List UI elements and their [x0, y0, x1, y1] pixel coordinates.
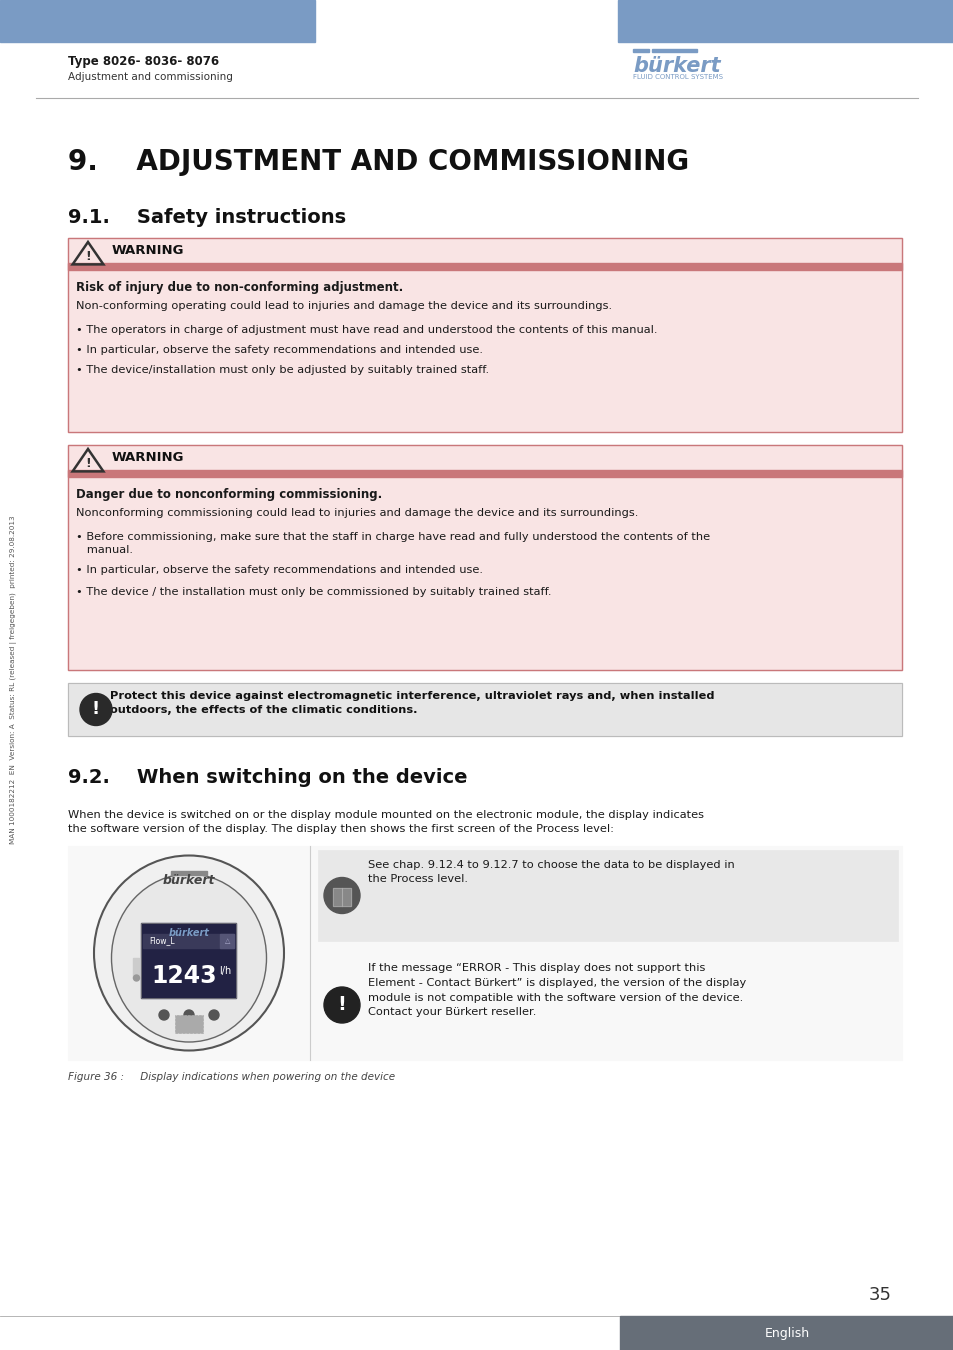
Ellipse shape	[94, 856, 284, 1050]
Text: • Before commissioning, make sure that the staff in charge have read and fully u: • Before commissioning, make sure that t…	[76, 532, 709, 555]
Text: Flow_L: Flow_L	[150, 937, 175, 945]
Text: English: English	[763, 1327, 809, 1339]
Bar	[68, 446, 901, 670]
Bar	[68, 263, 901, 270]
Bar	[171, 871, 207, 875]
Text: !: !	[337, 995, 346, 1014]
Text: △: △	[225, 938, 230, 944]
Text: 9.    ADJUSTMENT AND COMMISSIONING: 9. ADJUSTMENT AND COMMISSIONING	[68, 148, 688, 176]
Text: Figure 36 :     Display indications when powering on the device: Figure 36 : Display indications when pow…	[68, 1072, 395, 1081]
Text: • In particular, observe the safety recommendations and intended use.: • In particular, observe the safety reco…	[76, 566, 482, 575]
Text: bürkert: bürkert	[169, 927, 210, 938]
Bar	[68, 683, 901, 736]
Circle shape	[324, 878, 359, 914]
Bar	[618, 0, 953, 42]
Text: 9.2.    When switching on the device: 9.2. When switching on the device	[68, 768, 467, 787]
Text: bürkert: bürkert	[633, 55, 720, 76]
Text: !: !	[91, 701, 100, 718]
Bar	[333, 887, 351, 906]
Bar	[68, 470, 901, 477]
Text: Danger due to nonconforming commissioning.: Danger due to nonconforming commissionin…	[76, 487, 382, 501]
Text: WARNING: WARNING	[112, 244, 184, 256]
Text: See chap. 9.12.4 to 9.12.7 to choose the data to be displayed in
the Process lev: See chap. 9.12.4 to 9.12.7 to choose the…	[368, 860, 734, 884]
Bar	[133, 958, 139, 977]
Bar	[143, 934, 234, 948]
Bar	[174, 1015, 203, 1033]
Bar	[633, 49, 648, 53]
Ellipse shape	[112, 873, 266, 1042]
Text: bürkert: bürkert	[163, 875, 215, 887]
Circle shape	[159, 1010, 169, 1021]
Bar	[68, 238, 901, 432]
Text: Type 8026- 8036- 8076: Type 8026- 8036- 8076	[68, 55, 219, 68]
Text: Nonconforming commissioning could lead to injuries and damage the device and its: Nonconforming commissioning could lead t…	[76, 508, 638, 518]
Circle shape	[80, 694, 112, 725]
Text: When the device is switched on or the display module mounted on the electronic m: When the device is switched on or the di…	[68, 810, 703, 834]
Text: Risk of injury due to non-conforming adjustment.: Risk of injury due to non-conforming adj…	[76, 281, 403, 294]
Text: Protect this device against electromagnetic interference, ultraviolet rays and, : Protect this device against electromagne…	[110, 691, 714, 716]
Circle shape	[184, 1010, 193, 1021]
Bar	[68, 846, 901, 1060]
Text: l/h: l/h	[219, 967, 231, 976]
Text: Adjustment and commissioning: Adjustment and commissioning	[68, 72, 233, 82]
Bar	[68, 238, 901, 432]
Bar	[333, 887, 351, 906]
Text: • The device/installation must only be adjusted by suitably trained staff.: • The device/installation must only be a…	[76, 364, 489, 375]
Bar	[0, 0, 314, 42]
Bar	[317, 953, 897, 1056]
Text: MAN 1000182212  EN  Version: A  Status: RL (released | freigegeben)  printed: 29: MAN 1000182212 EN Version: A Status: RL …	[10, 516, 17, 844]
Bar	[220, 934, 234, 948]
Text: 9.1.    Safety instructions: 9.1. Safety instructions	[68, 208, 346, 227]
Text: FLUID CONTROL SYSTEMS: FLUID CONTROL SYSTEMS	[633, 74, 722, 80]
Text: • The device / the installation must only be commissioned by suitably trained st: • The device / the installation must onl…	[76, 587, 551, 597]
Text: 1243: 1243	[151, 964, 216, 988]
Bar	[141, 923, 236, 998]
Text: WARNING: WARNING	[112, 451, 184, 464]
Bar	[68, 683, 901, 736]
Text: !: !	[85, 458, 91, 470]
Text: • In particular, observe the safety recommendations and intended use.: • In particular, observe the safety reco…	[76, 346, 482, 355]
Bar	[141, 923, 236, 998]
Bar	[317, 850, 897, 941]
Bar	[68, 446, 901, 670]
Text: • The operators in charge of adjustment must have read and understood the conten: • The operators in charge of adjustment …	[76, 325, 657, 335]
Text: !: !	[85, 250, 91, 263]
Text: If the message “ERROR - This display does not support this
Element - Contact Bür: If the message “ERROR - This display doe…	[368, 963, 745, 1018]
Circle shape	[324, 987, 359, 1023]
Circle shape	[133, 975, 139, 981]
Bar	[651, 49, 697, 53]
Bar	[619, 1316, 953, 1350]
Text: Non-conforming operating could lead to injuries and damage the device and its su: Non-conforming operating could lead to i…	[76, 301, 612, 310]
Text: 35: 35	[867, 1287, 890, 1304]
Circle shape	[209, 1010, 219, 1021]
